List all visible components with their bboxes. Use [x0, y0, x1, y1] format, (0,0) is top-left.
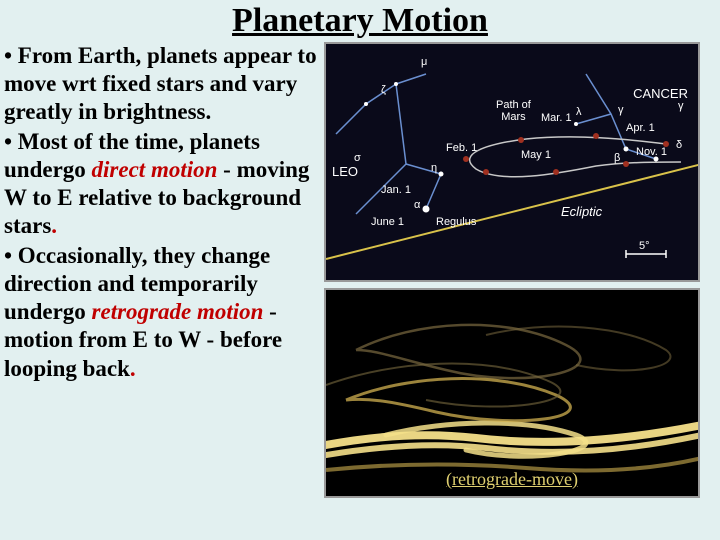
label-eta: η [431, 162, 437, 174]
retrograde-caption: (retrograde-move) [446, 469, 578, 490]
bullet-3-dot: . [130, 356, 136, 381]
label-cancer: CANCER [633, 86, 688, 101]
label-apr1: Apr. 1 [626, 122, 655, 134]
label-ecliptic: Ecliptic [561, 204, 602, 219]
label-delta: δ [676, 139, 682, 151]
label-alpha: α [414, 199, 420, 211]
bullet-3: • Occasionally, they change direction an… [4, 242, 320, 382]
label-beta: β [614, 152, 620, 164]
label-jun1: June 1 [371, 216, 404, 228]
page-title: Planetary Motion [0, 0, 720, 42]
label-regulus: Regulus [436, 216, 476, 228]
trails-svg [326, 290, 700, 498]
label-gamma: γ [618, 104, 624, 116]
label-mar1: Mar. 1 [541, 112, 572, 124]
label-nov1: Nov. 1 [636, 146, 667, 158]
label-path: Path of Mars [496, 99, 531, 123]
bullet-2-em: direct motion [92, 157, 218, 182]
label-sigma: σ [354, 152, 361, 164]
bullet-3-em: retrograde motion [92, 299, 264, 324]
label-may1: May 1 [521, 149, 551, 161]
retrograde-trails-figure: (retrograde-move) [324, 288, 700, 498]
label-zeta: ζ [381, 84, 386, 96]
bullet-1-text: • From Earth, planets appear to move wrt… [4, 43, 317, 124]
figure-column: CANCER LEO Path of Mars Ecliptic Jan. 1 … [324, 42, 704, 498]
label-jan1: Jan. 1 [381, 184, 411, 196]
label-leo: LEO [332, 164, 358, 179]
bullet-2-dot: . [51, 213, 57, 238]
label-scale: 5° [639, 240, 650, 252]
bullet-list: • From Earth, planets appear to move wrt… [4, 42, 324, 498]
star-chart-figure: CANCER LEO Path of Mars Ecliptic Jan. 1 … [324, 42, 700, 282]
bullet-1: • From Earth, planets appear to move wrt… [4, 42, 320, 126]
content-row: • From Earth, planets appear to move wrt… [0, 42, 720, 498]
label-gamma2: γ [678, 100, 684, 112]
bullet-2: • Most of the time, planets undergo dire… [4, 128, 320, 240]
label-mu: μ [421, 56, 427, 68]
label-lambda: λ [576, 106, 582, 118]
label-feb1: Feb. 1 [446, 142, 477, 154]
